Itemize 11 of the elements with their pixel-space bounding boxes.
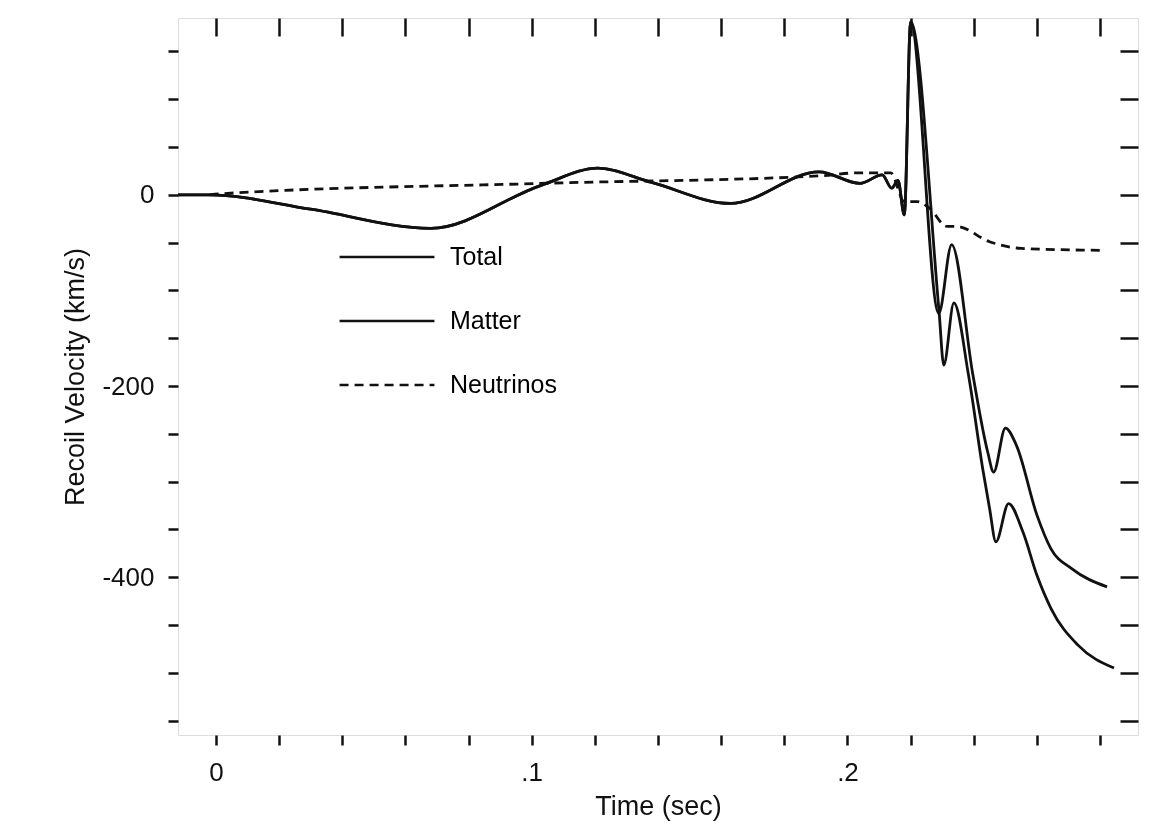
y-tick-label: -200 (102, 370, 155, 401)
legend-label: Total (450, 242, 503, 270)
y-tick-label: -400 (102, 561, 155, 592)
legend-label: Matter (450, 306, 521, 334)
legend-label: Neutrinos (450, 370, 557, 398)
x-tick-label: 0 (209, 756, 224, 787)
y-tick-label: 0 (140, 179, 155, 210)
y-axis-title: Recoil Velocity (km/s) (60, 247, 91, 507)
x-tick-label: .2 (837, 756, 859, 787)
x-tick-label: .1 (521, 756, 544, 787)
x-axis-title: Time (sec) (595, 790, 722, 821)
